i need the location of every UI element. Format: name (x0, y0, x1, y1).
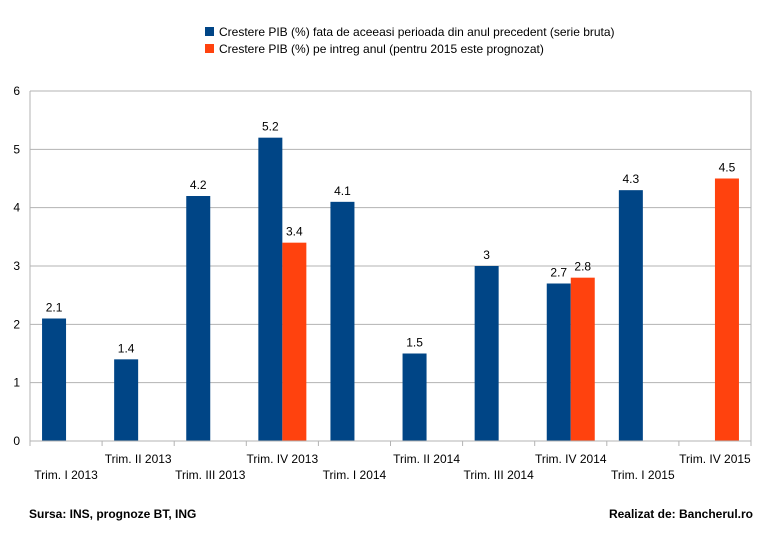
data-label: 3.4 (286, 225, 303, 239)
data-label: 2.1 (46, 301, 63, 315)
legend-label-series-2: Crestere PIB (%) pe intreg anul (pentru … (219, 42, 544, 56)
data-label: 1.5 (406, 336, 423, 350)
bar-series-1 (42, 318, 67, 441)
bar-series-2 (570, 277, 595, 441)
bar-series-1 (618, 190, 643, 441)
x-tick-label: Trim. II 2013 (105, 452, 172, 466)
bar-series-1 (474, 266, 499, 441)
y-tick-label: 5 (13, 142, 20, 156)
y-tick-label: 4 (13, 201, 20, 215)
data-label: 2.7 (550, 266, 567, 280)
legend: Crestere PIB (%) fata de aceeasi perioad… (205, 25, 615, 56)
data-labels: 2.1 1.4 4.2 5.2 3.4 4.1 1.5 3 2.7 2.8 4.3 4.5 (46, 120, 736, 356)
bar-series-1 (114, 359, 139, 441)
x-tick-label: Trim. II 2014 (393, 452, 460, 466)
data-label: 4.5 (719, 161, 736, 175)
x-tick-label: Trim. III 2014 (464, 468, 535, 482)
y-tick-label: 3 (13, 259, 20, 273)
data-label: 5.2 (262, 120, 279, 134)
bar-series-1 (186, 196, 211, 441)
credit-note: Realizat de: Bancherul.ro (608, 507, 753, 521)
legend-swatch-series-1 (205, 27, 214, 36)
bar-series-1 (546, 283, 571, 441)
y-tick-label: 1 (13, 376, 20, 390)
data-label: 2.8 (574, 260, 591, 274)
bars (42, 137, 739, 441)
x-tick-label: Trim. I 2014 (323, 468, 387, 482)
data-label: 4.2 (190, 178, 207, 192)
bar-series-1 (330, 201, 355, 441)
bar-series-2 (714, 178, 739, 441)
data-label: 4.1 (334, 184, 351, 198)
source-note: Sursa: INS, prognoze BT, ING (29, 507, 197, 521)
x-tick-label: Trim. IV 2013 (247, 452, 319, 466)
x-tick-label: Trim. IV 2015 (679, 452, 751, 466)
legend-swatch-series-2 (205, 44, 214, 53)
bar-series-2 (282, 242, 307, 441)
y-tick-label: 6 (13, 84, 20, 98)
x-tick-label: Trim. I 2013 (34, 468, 98, 482)
gridlines (29, 90, 752, 442)
data-label: 1.4 (118, 341, 135, 355)
x-tick-label: Trim. III 2013 (175, 468, 246, 482)
x-tick-label: Trim. I 2015 (611, 468, 675, 482)
y-tick-label: 2 (13, 317, 20, 331)
x-tick-label: Trim. IV 2014 (535, 452, 607, 466)
legend-label-series-1: Crestere PIB (%) fata de aceeasi perioad… (219, 25, 615, 39)
data-label: 3 (483, 248, 490, 262)
y-tick-label: 0 (13, 434, 20, 448)
y-axis: 0 1 2 3 4 5 6 (13, 84, 20, 448)
bar-series-1 (402, 353, 427, 441)
data-label: 4.3 (623, 172, 640, 186)
bar-series-1 (258, 137, 283, 441)
